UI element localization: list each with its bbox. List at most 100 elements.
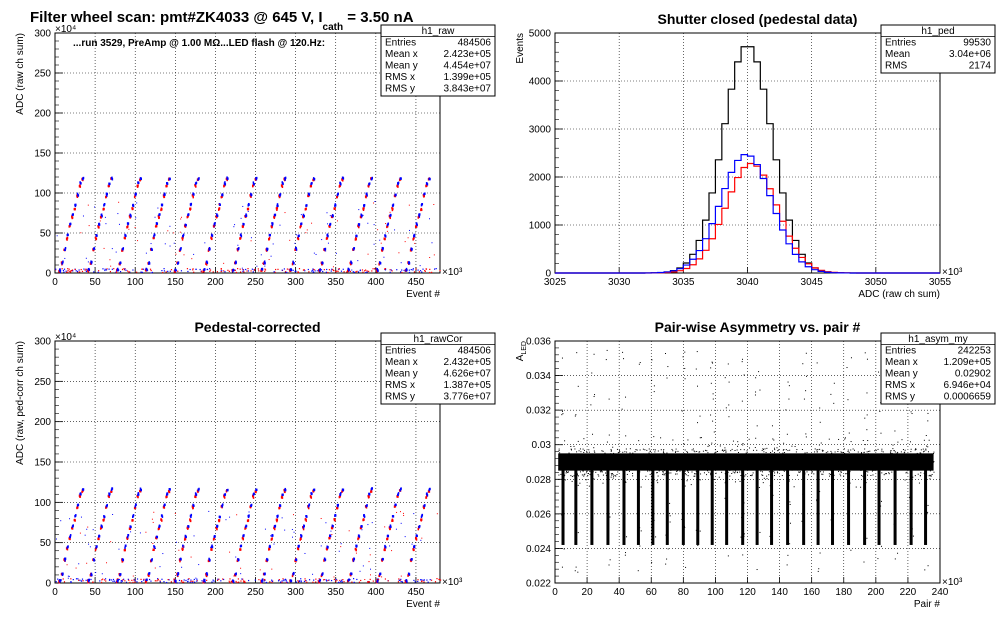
data-point [637,570,639,572]
data-point [429,579,431,581]
data-point [654,451,656,453]
data-point [560,457,562,459]
data-point [610,473,612,475]
data-point [300,537,302,540]
data-point [117,578,119,580]
data-point [892,444,894,446]
data-point [745,452,747,454]
data-point [864,352,866,354]
data-point [338,581,340,583]
data-point [699,451,701,453]
data-point [417,527,420,531]
data-point [96,545,98,548]
data-point [272,243,274,245]
data-point [220,270,222,273]
data-point [260,254,262,256]
data-point [330,530,332,532]
data-point [415,538,418,541]
data-point [181,216,183,218]
data-point [424,504,426,507]
data-point [266,558,269,562]
data-point [413,545,416,549]
x-tick-label: 200 [867,587,884,598]
x-tick-label: 3030 [608,277,631,288]
data-point [276,203,279,206]
data-point [228,580,230,582]
stats-box-key: Entries [885,346,916,357]
x-tick-label: 3035 [672,277,695,288]
data-point [663,474,665,476]
data-point [167,578,169,581]
data-point [684,473,686,475]
data-point [226,176,228,179]
stats-box-key: Entries [385,38,416,49]
data-point [656,472,658,474]
data-point [797,453,799,455]
data-point [576,473,578,475]
data-point [56,235,58,237]
stats-box-value: 0.02902 [955,369,992,380]
y-tick-label: 3000 [529,125,552,136]
data-point [919,452,921,454]
data-point [292,536,294,538]
data-point [59,268,61,271]
data-point [578,450,580,452]
data-point [928,439,930,441]
data-point [400,580,402,583]
data-point [213,224,216,227]
chart-title-subscript: cath [323,22,344,33]
data-point [849,461,851,463]
data-point [263,580,265,582]
data-point [806,471,808,473]
data-point [598,464,600,466]
data-point [773,470,775,472]
data-point [322,572,324,575]
data-point [292,269,294,271]
data-point [390,269,392,271]
data-point [430,579,433,581]
data-point [774,455,776,457]
data-point [759,389,761,391]
data-point [166,492,169,496]
data-point [290,579,293,583]
data-point [137,495,139,499]
data-point [562,473,564,475]
data-point [421,579,423,581]
data-point [177,270,179,272]
data-point [920,472,922,474]
data-point [286,581,288,583]
data-point [367,581,369,583]
x-tick-label: 140 [771,587,788,598]
data-point [610,449,612,451]
data-point [193,535,195,537]
data-point [720,464,722,466]
data-point [820,442,822,444]
data-point [600,458,602,460]
data-point [613,475,615,477]
data-point [883,474,885,476]
data-point [840,470,842,472]
data-point [772,494,774,496]
data-point [79,495,82,498]
data-point [169,177,171,181]
data-point [291,528,293,530]
data-point [355,271,357,273]
plot-frame [54,340,441,584]
data-point [213,536,216,540]
data-point [574,415,576,417]
data-point [662,472,664,474]
data-point [773,447,775,449]
data-point [178,579,181,582]
data-point [370,490,373,493]
data-point [343,271,345,273]
data-point [55,268,57,270]
data-point [558,478,560,480]
asymmetry-spike [831,465,835,545]
data-point [741,400,743,402]
data-point [917,473,919,475]
data-point [669,502,671,504]
data-point [98,270,100,272]
data-point [869,462,871,464]
data-point [610,454,612,456]
data-point [894,476,896,478]
